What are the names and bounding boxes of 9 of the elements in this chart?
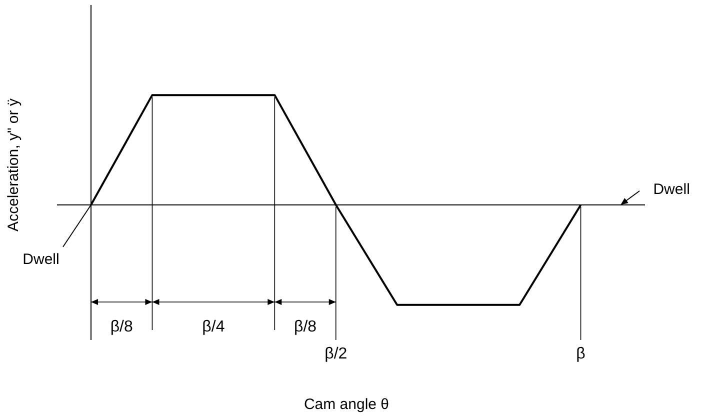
x-tick-label: β	[576, 345, 586, 362]
annotation: Dwell	[22, 251, 60, 268]
x-axis-title: Cam angle θ	[304, 396, 390, 414]
text: β/4	[202, 318, 225, 336]
x-tick-label: β/2	[324, 345, 348, 362]
text: β/8	[110, 318, 133, 336]
text: Dwell	[653, 181, 690, 198]
text: β/8	[294, 318, 317, 336]
y-axis-title: Acceleration, y" or ÿ	[5, 98, 22, 232]
